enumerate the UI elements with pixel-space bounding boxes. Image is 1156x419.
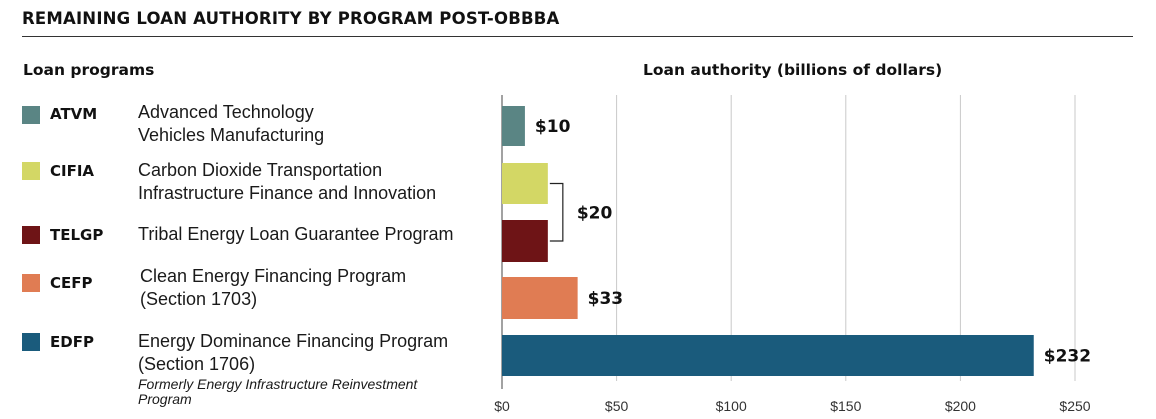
program-name-line: Advanced Technology	[138, 102, 314, 122]
program-abbr-atvm: ATVM	[50, 105, 98, 123]
bar-value-label: $20	[577, 204, 613, 224]
program-name-line: Carbon Dioxide Transportation	[138, 160, 383, 180]
chart-title: REMAINING LOAN AUTHORITY BY PROGRAM POST…	[22, 9, 560, 28]
program-name-line: (Section 1703)	[140, 289, 258, 309]
x-tick-label: $100	[716, 398, 747, 414]
program-note-edfp: Formerly Energy Infrastructure Reinvestm…	[138, 377, 417, 407]
program-name-edfp: Energy Dominance Financing Program (Sect…	[138, 330, 448, 376]
program-name-line: Tribal Energy Loan Guarantee Program	[138, 224, 454, 244]
program-abbr-cefp: CEFP	[50, 274, 93, 292]
x-tick-label: $0	[494, 398, 510, 414]
program-note-line: Program	[138, 391, 192, 407]
legend-swatch-edfp	[22, 333, 40, 351]
bar-value-label: $232	[1044, 347, 1091, 367]
bracket-connector	[549, 182, 564, 242]
bar-atvm	[502, 106, 525, 146]
x-tick-label: $50	[605, 398, 629, 414]
legend-swatch-telgp	[22, 226, 40, 244]
program-abbr-telgp: TELGP	[50, 226, 104, 244]
title-divider	[22, 36, 1133, 37]
program-name-line: Clean Energy Financing Program	[140, 266, 407, 286]
program-name-line: Infrastructure Finance and Innovation	[138, 183, 437, 203]
program-note-line: Formerly Energy Infrastructure Reinvestm…	[138, 376, 418, 392]
program-name-line: Energy Dominance Financing Program	[138, 331, 449, 351]
program-name-cefp: Clean Energy Financing Program (Section …	[140, 265, 406, 311]
x-tick-label: $150	[830, 398, 861, 414]
bar-value-label: $33	[588, 289, 624, 309]
bar-cefp	[502, 277, 578, 319]
program-name-atvm: Advanced Technology Vehicles Manufacturi…	[138, 101, 324, 147]
loan-authority-header: Loan authority (billions of dollars)	[643, 61, 943, 79]
program-name-line: Vehicles Manufacturing	[138, 125, 325, 145]
x-tick-label: $200	[945, 398, 976, 414]
legend-swatch-cifia	[22, 162, 40, 180]
program-name-telgp: Tribal Energy Loan Guarantee Program	[138, 223, 454, 246]
program-abbr-edfp: EDFP	[50, 333, 94, 351]
program-abbr-cifia: CIFIA	[50, 162, 95, 180]
legend-swatch-atvm	[22, 106, 40, 124]
bar-cifia	[502, 163, 548, 204]
bar-value-label: $10	[535, 117, 571, 137]
loan-programs-header: Loan programs	[23, 61, 155, 79]
x-tick-label: $250	[1059, 398, 1090, 414]
bar-telgp	[502, 220, 548, 262]
legend-swatch-cefp	[22, 274, 40, 292]
program-name-line: (Section 1706)	[138, 354, 256, 374]
program-name-cifia: Carbon Dioxide Transportation Infrastruc…	[138, 159, 436, 205]
bar-edfp	[502, 335, 1034, 376]
